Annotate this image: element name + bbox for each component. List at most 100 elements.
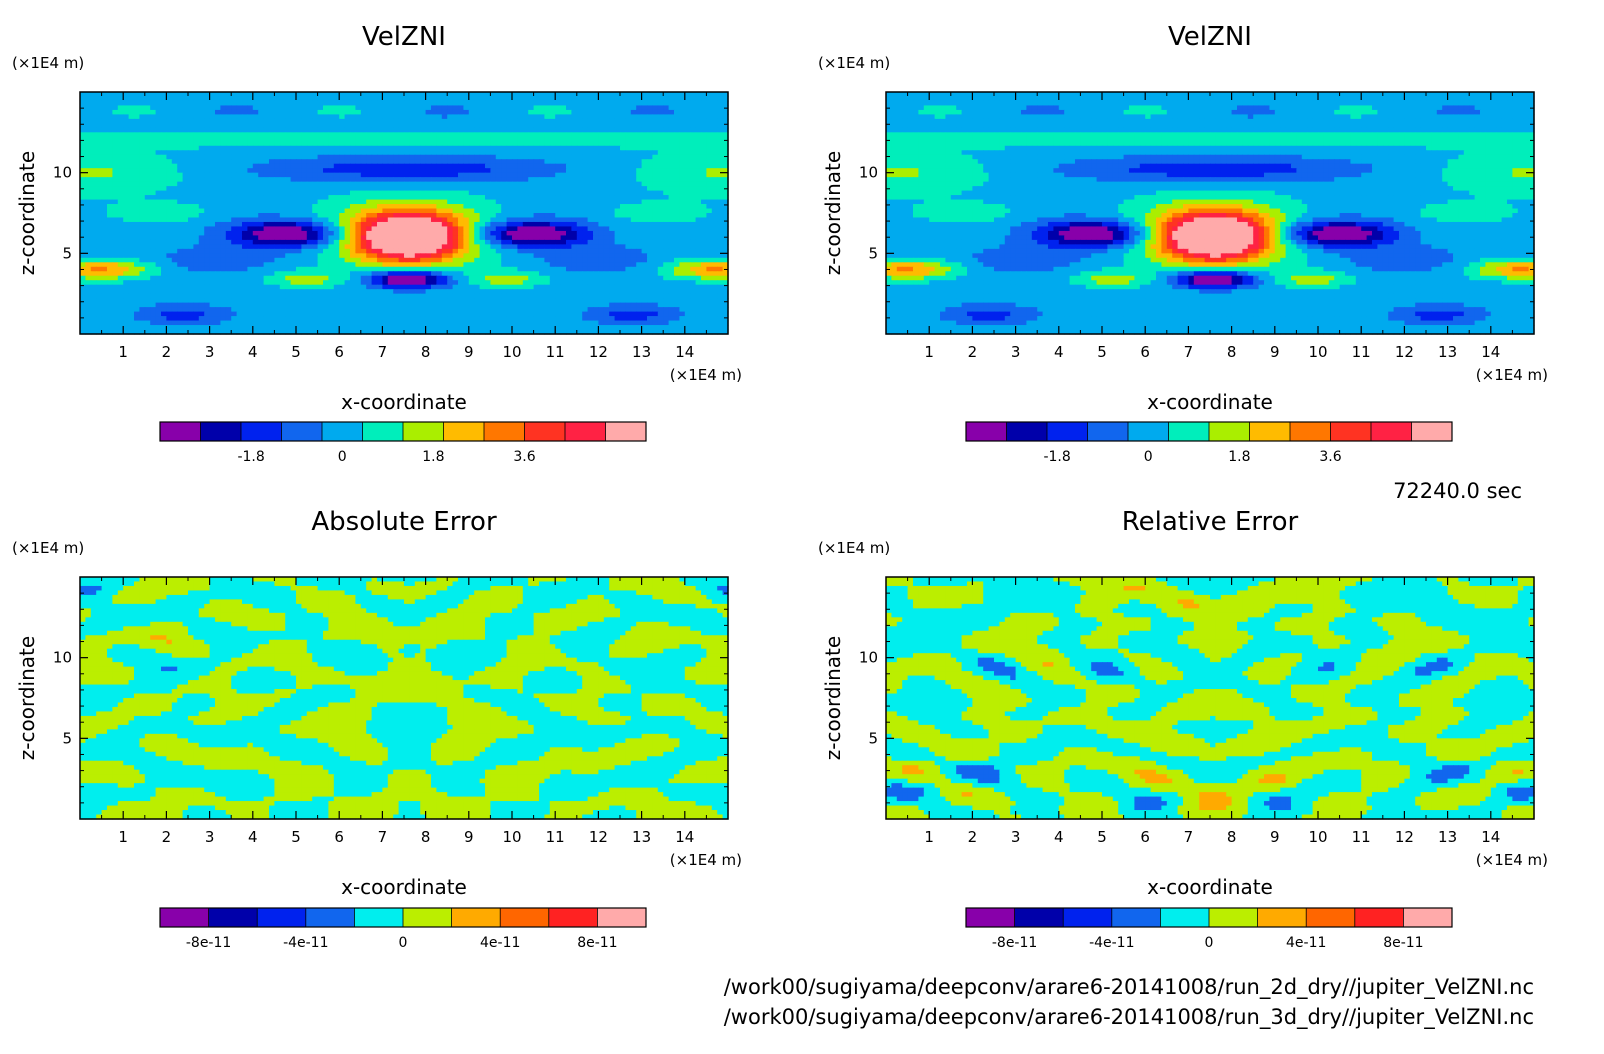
heatmap-cell <box>112 239 119 245</box>
heatmap-cell <box>290 230 297 237</box>
heatmap-cell <box>150 204 157 210</box>
heatmap-cell <box>112 118 119 124</box>
heatmap-cell <box>463 127 470 133</box>
heatmap-cell <box>522 118 529 124</box>
heatmap-cell <box>328 195 335 201</box>
heatmap-cell <box>328 257 335 263</box>
heatmap-cell <box>474 136 481 142</box>
heatmap-cell <box>506 100 513 107</box>
heatmap-cell <box>490 199 497 205</box>
heatmap-cell <box>215 239 221 245</box>
heatmap-cell <box>274 105 281 111</box>
heatmap-cell <box>274 275 281 281</box>
heatmap-cell <box>123 154 130 160</box>
heatmap-cell <box>625 118 632 124</box>
heatmap-cell <box>641 145 648 151</box>
heatmap-cell <box>247 266 254 272</box>
heatmap-cell <box>555 100 562 107</box>
heatmap-cell <box>296 257 302 263</box>
heatmap-cell <box>636 253 643 259</box>
heatmap-cell <box>171 123 178 129</box>
heatmap-cell <box>722 145 729 151</box>
heatmap-cell <box>587 127 594 133</box>
heatmap-cell <box>582 159 589 165</box>
heatmap-cell <box>350 141 356 147</box>
heatmap-cell <box>582 266 589 272</box>
heatmap-cell <box>517 271 524 277</box>
heatmap-cell <box>495 217 502 223</box>
heatmap-cell <box>404 123 410 129</box>
heatmap-cell <box>134 163 140 169</box>
heatmap-cell <box>387 271 394 277</box>
heatmap-cell <box>112 172 119 178</box>
heatmap-cell <box>290 118 297 124</box>
heatmap-cell <box>204 199 211 205</box>
heatmap-cell <box>393 226 400 232</box>
heatmap-cell <box>425 253 432 259</box>
heatmap-cell <box>490 150 497 156</box>
heatmap-cell <box>204 190 211 196</box>
heatmap-cell <box>441 123 448 129</box>
heatmap-cell <box>355 239 362 245</box>
heatmap-cell <box>85 105 92 111</box>
heatmap-cell <box>582 190 589 196</box>
heatmap-cell <box>679 271 686 277</box>
heatmap-cell <box>366 105 373 111</box>
heatmap-cell <box>447 177 454 183</box>
heatmap-cell <box>225 127 232 133</box>
heatmap-cell <box>382 195 389 201</box>
heatmap-cell <box>722 239 729 245</box>
heatmap-cell <box>657 92 664 98</box>
heatmap-cell <box>711 123 718 129</box>
heatmap-cell <box>166 168 173 174</box>
heatmap-cell <box>171 230 178 237</box>
heatmap-cell <box>404 271 410 277</box>
heatmap-cell <box>360 221 367 228</box>
heatmap-cell <box>598 92 605 98</box>
heatmap-cell <box>107 190 113 196</box>
heatmap-cell <box>409 204 416 210</box>
heatmap-cell <box>717 190 724 196</box>
heatmap-cell <box>306 150 313 156</box>
heatmap-cell <box>182 92 189 98</box>
heatmap-cell <box>355 168 362 174</box>
heatmap-cell <box>188 257 194 263</box>
heatmap-cell <box>452 118 459 124</box>
heatmap-cell <box>571 253 578 259</box>
heatmap-cell <box>123 239 130 245</box>
heatmap-cell <box>560 257 567 263</box>
heatmap-cell <box>717 96 724 102</box>
heatmap-cell <box>425 100 432 107</box>
heatmap-cell <box>420 221 427 228</box>
heatmap-cell <box>166 244 173 250</box>
heatmap-cell <box>517 266 524 272</box>
heatmap-cell <box>684 132 691 138</box>
heatmap-cell <box>382 92 389 98</box>
heatmap-cell <box>377 92 383 98</box>
heatmap-cell <box>101 109 108 116</box>
heatmap-cell <box>366 127 373 133</box>
heatmap-cell <box>512 114 518 120</box>
heatmap-cell <box>452 253 459 259</box>
heatmap-cell <box>598 199 605 205</box>
heatmap-cell <box>522 168 529 174</box>
heatmap-cell <box>312 226 319 232</box>
heatmap-cell <box>371 190 378 196</box>
heatmap-cell <box>517 127 524 133</box>
heatmap-cell <box>166 145 173 151</box>
heatmap-cell <box>436 257 443 263</box>
heatmap-cell <box>701 123 707 129</box>
heatmap-cell <box>252 172 259 178</box>
heatmap-cell <box>717 244 724 250</box>
heatmap-cell <box>711 96 718 102</box>
heatmap-cell <box>528 150 535 156</box>
heatmap-cell <box>301 239 308 245</box>
heatmap-cell <box>198 118 205 124</box>
heatmap-cell <box>231 199 238 205</box>
heatmap-cell <box>382 213 389 219</box>
heatmap-cell <box>614 136 621 142</box>
heatmap-cell <box>528 100 535 107</box>
heatmap-cell <box>571 271 578 277</box>
heatmap-cell <box>598 127 605 133</box>
heatmap-cell <box>409 190 416 196</box>
